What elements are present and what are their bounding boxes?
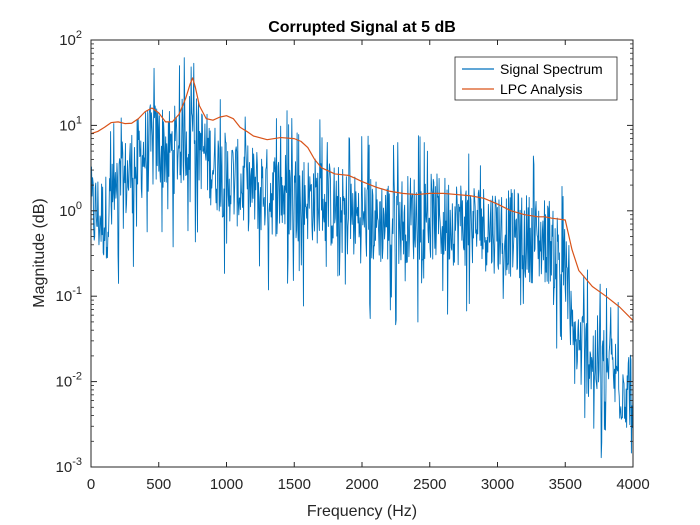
plot-area: [91, 40, 633, 467]
chart-title: Corrupted Signal at 5 dB: [268, 19, 456, 36]
x-tick-label-2000: 2000: [345, 476, 378, 493]
x-axis: 0 500 1000 1500 2000 2500 3000 3500 4000: [87, 40, 650, 493]
legend-box: [454, 56, 618, 101]
x-tick-label-0: 0: [87, 476, 95, 493]
series-layer: [90, 57, 634, 459]
series-lpc-analysis: [90, 77, 634, 321]
y-axis-label: Magnitude (dB): [31, 198, 48, 307]
y-tick-label-5: 102: [59, 29, 82, 49]
x-tick-label-3000: 3000: [481, 476, 514, 493]
y-axis: 10-3 10-2 10-1 100 101 102: [56, 29, 633, 476]
series-signal-spectrum: [90, 57, 634, 459]
x-tick-label-1000: 1000: [210, 476, 243, 493]
x-tick-label-2500: 2500: [413, 476, 446, 493]
y-tick-label-2: 10-1: [56, 285, 82, 305]
y-tick-label-0: 10-3: [56, 456, 82, 476]
x-axis-label: Frequency (Hz): [307, 503, 417, 520]
y-tick-label-3: 100: [59, 200, 82, 220]
y-tick-label-1: 10-2: [56, 371, 82, 391]
x-tick-label-4000: 4000: [616, 476, 649, 493]
legend: Signal Spectrum LPC Analysis: [454, 56, 618, 101]
x-tick-label-1500: 1500: [278, 476, 311, 493]
legend-label-signal-spectrum: Signal Spectrum: [500, 61, 603, 77]
y-tick-label-4: 101: [59, 114, 82, 134]
legend-label-lpc-analysis: LPC Analysis: [500, 81, 582, 97]
x-tick-label-500: 500: [146, 476, 171, 493]
x-tick-label-3500: 3500: [549, 476, 582, 493]
